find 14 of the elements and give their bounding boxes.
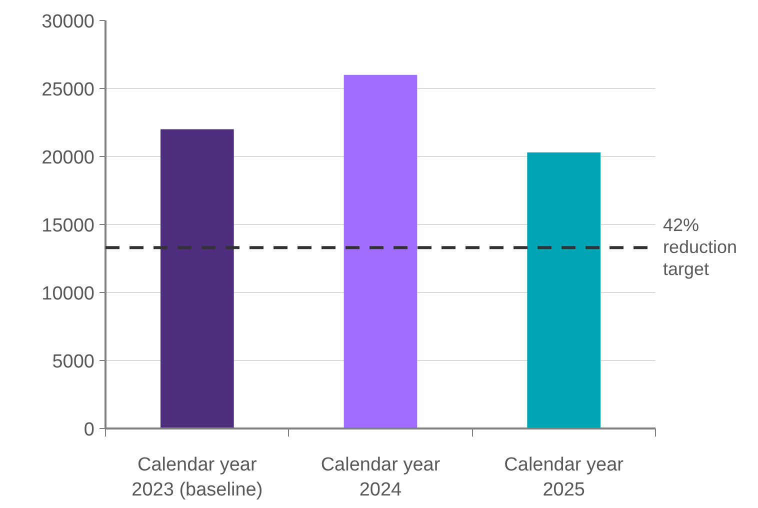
y-tick-label: 25000 (42, 80, 95, 100)
x-tick-label: Calendar year 2024 (320, 454, 441, 501)
y-tick-label: 15000 (42, 216, 95, 236)
bar (160, 129, 234, 428)
y-tick-label: 10000 (42, 284, 95, 304)
y-tick-label: 0 (84, 420, 95, 440)
y-tick-label: 5000 (52, 352, 95, 372)
y-tick-label: 20000 (42, 148, 95, 168)
y-tick-label: 30000 (42, 12, 95, 32)
x-tick-label: Calendar year 2023 (baseline) (132, 454, 263, 501)
bar (344, 74, 418, 428)
ref-line-label: 42% reduction target (663, 214, 738, 280)
bar (527, 152, 600, 428)
x-tick-label: Calendar year 2025 (504, 454, 624, 501)
